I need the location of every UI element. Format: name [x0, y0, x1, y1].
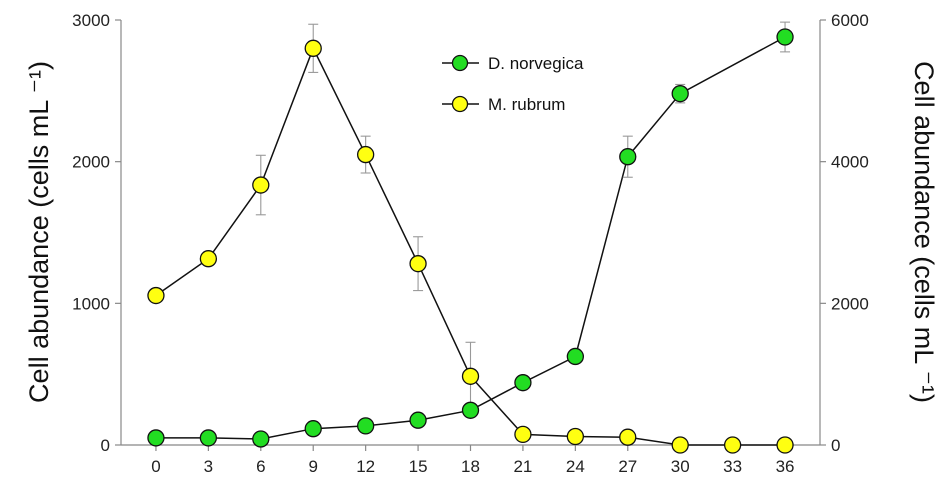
data-point-m-rubrum	[619, 428, 637, 446]
data-point-m-rubrum	[409, 255, 427, 273]
data-point-d-norvegica	[671, 85, 689, 103]
data-point-m-rubrum	[304, 39, 322, 57]
x-tick-label: 12	[356, 457, 375, 476]
x-tick-label: 36	[776, 457, 795, 476]
x-tick-label: 24	[566, 457, 585, 476]
x-tick-label: 21	[513, 457, 532, 476]
data-point-m-rubrum	[723, 436, 742, 454]
data-point-d-norvegica	[776, 28, 794, 46]
x-tick-labels: 0 3 6 9 12 15 18 21 24 27 30 33 36	[151, 457, 794, 476]
legend-marker-d-norvegica	[451, 54, 469, 72]
data-point-d-norvegica	[409, 411, 427, 429]
right-y-tick-label: 4000	[831, 153, 869, 172]
data-point-m-rubrum	[776, 436, 794, 454]
data-point-d-norvegica	[252, 430, 270, 448]
x-tick-label: 33	[723, 457, 742, 476]
legend-label-m-rubrum: M. rubrum	[488, 95, 565, 114]
left-y-axis-title: Cell abundance (cells mL ⁻¹)	[24, 61, 54, 403]
x-tick-label: 27	[618, 457, 637, 476]
data-point-m-rubrum	[514, 425, 532, 444]
data-point-d-norvegica	[566, 347, 584, 366]
data-point-m-rubrum	[566, 427, 584, 446]
data-point-d-norvegica	[304, 420, 322, 438]
data-point-m-rubrum	[671, 436, 689, 454]
x-tick-label: 15	[409, 457, 428, 476]
left-y-tick-label: 1000	[72, 294, 110, 313]
right-y-tick-label: 0	[831, 436, 840, 455]
legend-label-d-norvegica: D. norvegica	[488, 54, 584, 73]
x-tick-label: 9	[308, 457, 317, 476]
data-point-m-rubrum	[199, 250, 218, 268]
data-point-m-rubrum	[356, 145, 375, 164]
series-line-d-norvegica	[155, 36, 786, 440]
x-tick-label: 30	[671, 457, 690, 476]
right-y-axis-title: Cell abundance (cells mL ⁻¹)	[909, 61, 939, 403]
data-point-m-rubrum	[461, 367, 480, 385]
data-point-d-norvegica	[461, 401, 480, 419]
x-tick-label: 3	[204, 457, 213, 476]
right-y-tick-labels: 0 2000 4000 6000	[831, 11, 869, 455]
chart-legend: D. norvegica M. rubrum	[442, 54, 584, 114]
data-point-m-rubrum	[147, 286, 165, 305]
data-point-d-norvegica	[619, 148, 637, 166]
left-y-tick-label: 3000	[72, 11, 110, 30]
data-point-d-norvegica	[514, 374, 532, 392]
right-y-tick-label: 6000	[831, 11, 869, 30]
data-series	[147, 21, 794, 454]
right-y-tick-label: 2000	[831, 294, 869, 313]
legend-marker-m-rubrum	[451, 95, 469, 113]
data-point-d-norvegica	[147, 429, 165, 447]
x-tick-label: 0	[151, 457, 160, 476]
data-point-m-rubrum	[252, 176, 270, 194]
left-y-tick-label: 0	[101, 436, 110, 455]
chart-axes	[115, 19, 826, 451]
left-y-tick-label: 2000	[72, 153, 110, 172]
left-y-tick-labels: 0 1000 2000 3000	[72, 11, 110, 455]
x-tick-label: 18	[461, 457, 480, 476]
data-point-d-norvegica	[356, 417, 375, 435]
data-point-d-norvegica	[199, 429, 218, 447]
x-tick-label: 6	[256, 457, 265, 476]
